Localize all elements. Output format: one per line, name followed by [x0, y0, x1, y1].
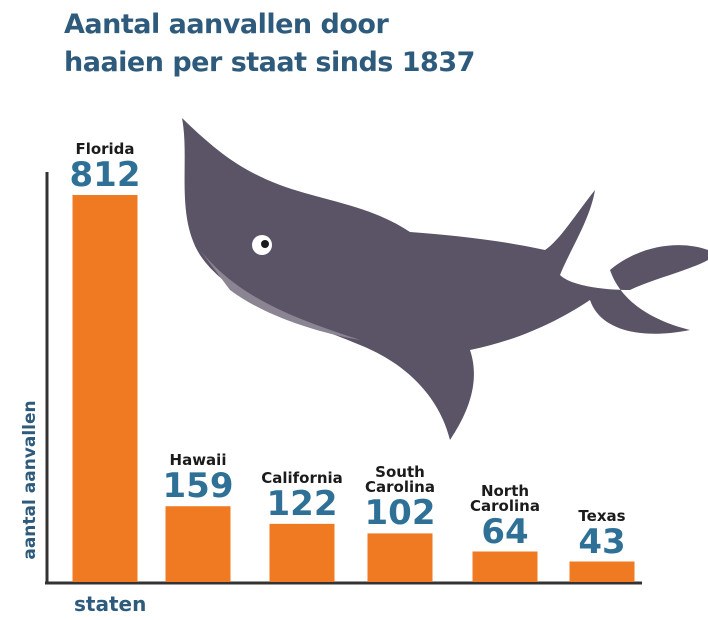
category-label: Hawaii [169, 451, 227, 470]
category-label: South Carolina [365, 463, 435, 497]
category-label: North Carolina [470, 481, 540, 515]
bar-label-group: Texas 43 [547, 506, 657, 562]
category-label: Florida [75, 140, 135, 158]
bar [569, 561, 635, 582]
bar-label-group: Florida 812 [50, 140, 160, 195]
bar [269, 523, 335, 582]
y-axis-label: aantal aanvallen [20, 400, 40, 560]
value-label: 159 [162, 466, 234, 507]
category-label: California [261, 468, 343, 487]
chart-title: Aantal aanvallen door haaien per staat s… [64, 9, 475, 78]
bar-label-group: California 122 [247, 468, 357, 524]
x-axis-label: staten [74, 592, 147, 616]
value-label: 812 [69, 155, 141, 195]
bar-label-group: Hawaii 159 [143, 451, 253, 507]
bar [472, 551, 538, 582]
bar [72, 195, 138, 582]
bar [367, 533, 433, 582]
category-label: Texas [578, 506, 626, 525]
value-label: 122 [266, 483, 338, 524]
value-label: 43 [578, 521, 626, 562]
value-label: 102 [364, 493, 436, 534]
shark-illustration [182, 118, 708, 440]
bar-label-group: South Carolina 102 [345, 463, 455, 534]
bar [165, 506, 231, 582]
bar-label-group: North Carolina 64 [450, 481, 560, 552]
value-label: 64 [481, 511, 529, 552]
